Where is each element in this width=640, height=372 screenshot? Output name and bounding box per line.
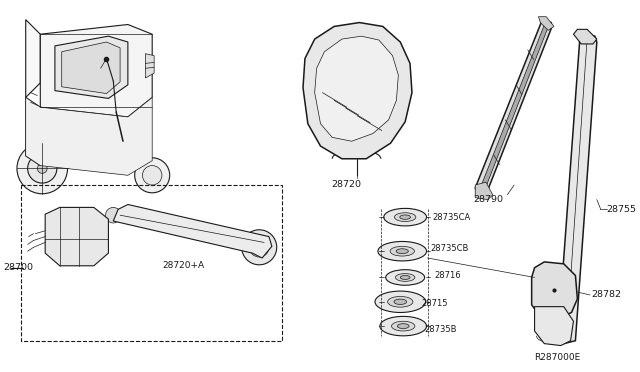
Text: 28720+A: 28720+A <box>162 261 204 270</box>
Ellipse shape <box>394 299 406 304</box>
Text: 28720: 28720 <box>331 180 361 189</box>
Ellipse shape <box>392 321 415 331</box>
Ellipse shape <box>375 291 426 312</box>
Circle shape <box>28 154 57 183</box>
Text: 28735B: 28735B <box>424 324 457 334</box>
Ellipse shape <box>386 270 424 285</box>
Polygon shape <box>573 29 597 44</box>
Polygon shape <box>45 208 108 266</box>
Bar <box>21 185 282 341</box>
Circle shape <box>61 216 81 235</box>
Ellipse shape <box>380 316 427 336</box>
Polygon shape <box>538 17 554 31</box>
Ellipse shape <box>397 324 409 328</box>
Polygon shape <box>26 97 40 166</box>
Text: 28700: 28700 <box>3 263 33 272</box>
Circle shape <box>106 208 121 223</box>
Circle shape <box>242 230 276 265</box>
Polygon shape <box>532 262 577 318</box>
Polygon shape <box>315 36 398 141</box>
Ellipse shape <box>384 208 427 226</box>
Polygon shape <box>534 307 573 346</box>
Circle shape <box>538 275 570 306</box>
Polygon shape <box>303 23 412 159</box>
Circle shape <box>61 241 81 261</box>
Polygon shape <box>479 23 549 192</box>
Text: R287000E: R287000E <box>534 353 581 362</box>
Ellipse shape <box>378 241 427 261</box>
Polygon shape <box>476 182 493 200</box>
Ellipse shape <box>394 213 416 221</box>
Circle shape <box>255 243 263 251</box>
Ellipse shape <box>400 215 410 219</box>
Text: 28716: 28716 <box>435 271 461 280</box>
Text: 28790: 28790 <box>473 195 503 204</box>
Ellipse shape <box>396 273 415 281</box>
Circle shape <box>37 164 47 173</box>
Polygon shape <box>26 20 40 97</box>
Text: 28755: 28755 <box>607 205 637 214</box>
Polygon shape <box>61 42 120 94</box>
Polygon shape <box>40 25 152 117</box>
Polygon shape <box>145 54 154 78</box>
Circle shape <box>546 282 562 298</box>
Ellipse shape <box>400 276 410 279</box>
Ellipse shape <box>396 249 408 254</box>
Polygon shape <box>113 205 272 258</box>
Text: 28735CA: 28735CA <box>433 213 470 222</box>
Circle shape <box>250 238 269 257</box>
Circle shape <box>76 231 92 246</box>
Text: 28715: 28715 <box>422 299 448 308</box>
Circle shape <box>134 158 170 193</box>
Text: 28782: 28782 <box>591 291 621 299</box>
Polygon shape <box>558 32 597 344</box>
Circle shape <box>17 143 68 194</box>
Polygon shape <box>476 20 552 195</box>
Ellipse shape <box>388 296 413 307</box>
Ellipse shape <box>390 246 415 256</box>
Polygon shape <box>26 97 152 175</box>
Text: 28735CB: 28735CB <box>431 244 469 253</box>
Polygon shape <box>55 36 128 99</box>
Circle shape <box>143 166 162 185</box>
